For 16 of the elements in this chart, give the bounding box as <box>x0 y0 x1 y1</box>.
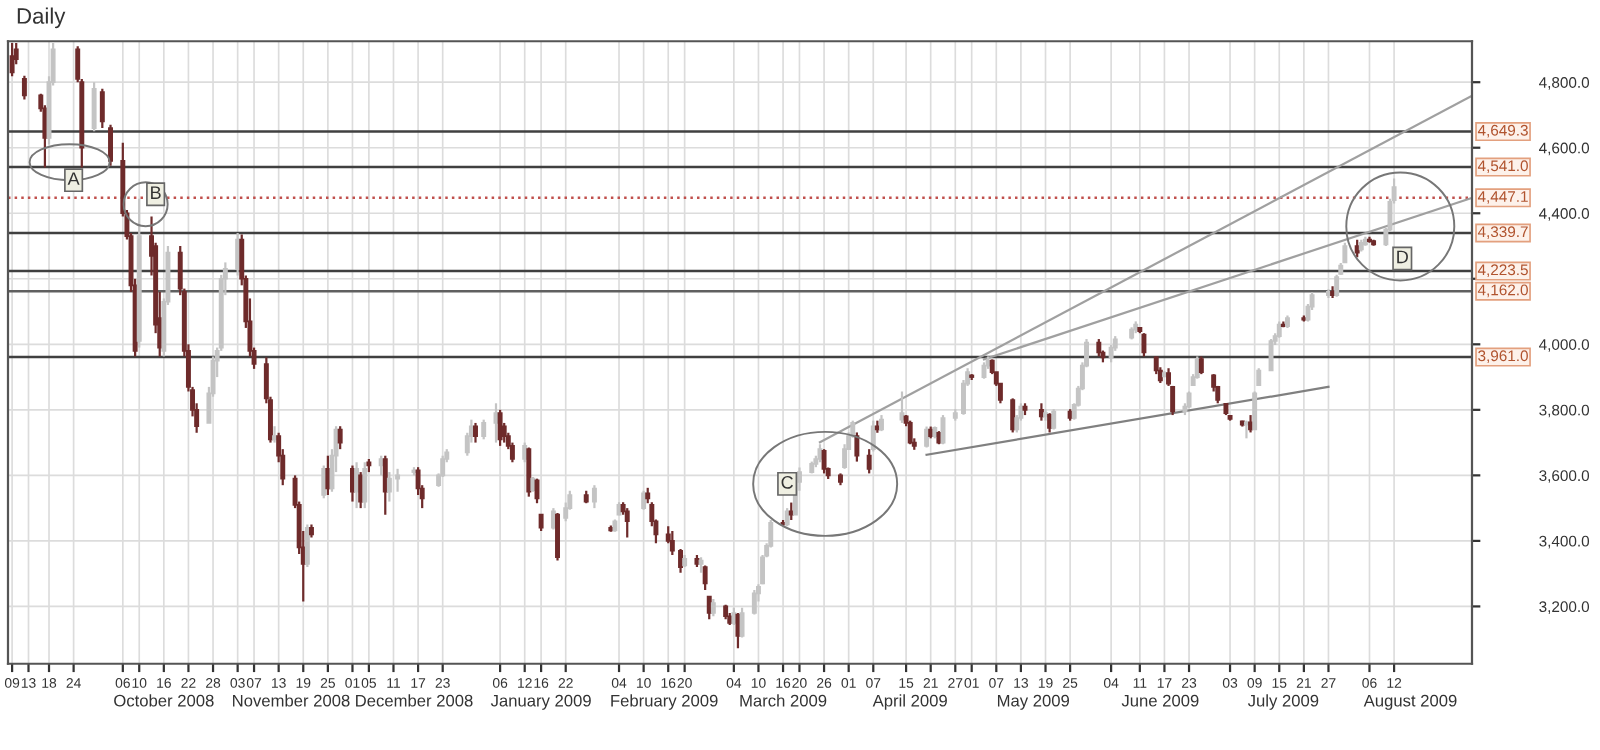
annotation: D <box>1397 250 1408 264</box>
chart-title: Daily <box>17 7 66 29</box>
x2-tick-label: April 2009 <box>872 694 947 710</box>
x2-tick-label: February 2009 <box>611 694 718 710</box>
x2-tick-label: October 2008 <box>114 694 214 707</box>
x2-tick-label: August 2009 <box>1363 694 1457 710</box>
annotation: A <box>67 172 80 185</box>
annotation: C <box>781 475 793 489</box>
x2-tick-label: March 2009 <box>740 694 827 707</box>
x2-tick-label: June 2009 <box>1121 694 1199 707</box>
x2-tick-label: May 2009 <box>997 694 1070 710</box>
x2-tick-label: July 2009 <box>1247 694 1319 710</box>
x2-tick-label: December 2008 <box>356 694 473 707</box>
x2-tick-label: January 2009 <box>490 694 591 710</box>
annotation: B <box>151 186 161 199</box>
x2-tick-label: November 2008 <box>233 694 350 707</box>
